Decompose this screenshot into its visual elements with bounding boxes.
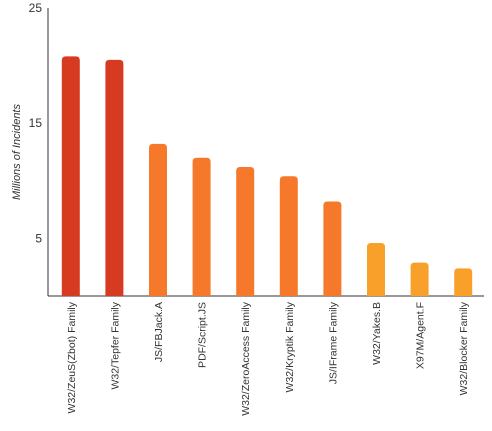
bar <box>323 201 342 296</box>
bar <box>61 56 80 296</box>
x-tick-label: W32/Blocker Family <box>458 301 470 395</box>
x-tick-label: W32/Kryptik Family <box>284 301 296 392</box>
y-tick-label: 5 <box>35 231 42 245</box>
bar <box>105 59 124 297</box>
bar <box>192 157 211 296</box>
bar <box>279 176 298 296</box>
bar <box>410 262 429 296</box>
x-tick-label: JS/FBJack.A <box>153 302 165 362</box>
y-tick-label: 25 <box>29 1 43 15</box>
x-tick-label: W32/Tepfer Family <box>109 301 121 389</box>
bar <box>149 143 167 296</box>
bar <box>236 166 255 296</box>
y-tick-label: 15 <box>29 116 43 130</box>
x-tick-label: W32/ZeuS(Zbot) Family <box>66 301 78 413</box>
x-tick-label: W32/ZeroAccess Family <box>240 301 252 416</box>
y-axis-label: Millions of Incidents <box>11 104 23 200</box>
bar <box>454 268 473 296</box>
x-tick-label: W32/Yakes.B <box>371 302 383 365</box>
bars <box>61 56 473 297</box>
x-tick-label: JS/IFrame Family <box>327 301 339 384</box>
x-tick-label: X97M/Agent.F <box>415 302 427 369</box>
x-tick-label: PDF/Script.JS <box>197 302 209 368</box>
bar <box>367 243 385 296</box>
x-tick-labels: W32/ZeuS(Zbot) Family W32/Tepfer Family JS… <box>66 301 470 416</box>
y-ticks: 5 15 25 <box>29 1 43 245</box>
